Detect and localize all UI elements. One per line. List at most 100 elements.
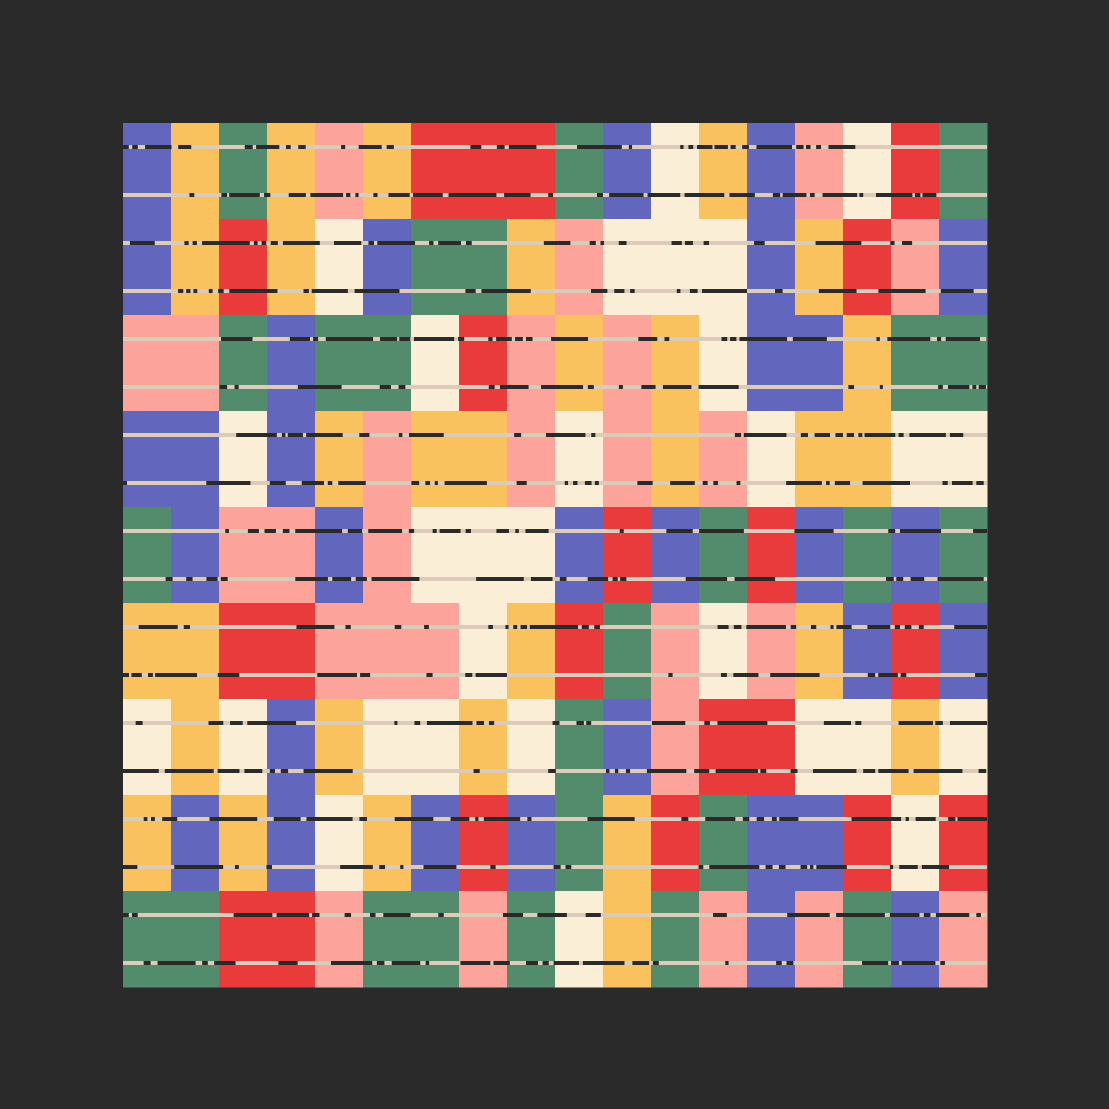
- thread-dash: [162, 817, 178, 821]
- thread-dash: [379, 385, 391, 389]
- thread-dash: [229, 289, 278, 293]
- thread-dash: [516, 481, 527, 485]
- thread-dash: [949, 721, 987, 725]
- thread-dash: [812, 769, 857, 773]
- thread-dash: [935, 913, 970, 917]
- thread-dash: [208, 721, 224, 725]
- thread-dash: [425, 961, 430, 965]
- thread-dash: [340, 865, 373, 869]
- thread-dash: [496, 145, 505, 149]
- thread-dash: [123, 673, 130, 677]
- thread-dash: [775, 289, 783, 293]
- thread-dash: [809, 193, 815, 197]
- thread-dash: [229, 193, 260, 197]
- thread-dash: [209, 817, 258, 821]
- thread-dash: [465, 241, 472, 245]
- thread-dash: [577, 145, 622, 149]
- thread-dash: [810, 865, 814, 869]
- thread-dash: [444, 481, 487, 485]
- thread-dash: [786, 961, 794, 965]
- thread-dash: [864, 433, 896, 437]
- thread-dash: [862, 481, 910, 485]
- thread-dash: [186, 577, 193, 581]
- thread-dash: [814, 433, 830, 437]
- thread-dash: [620, 577, 627, 581]
- thread-dash: [936, 337, 942, 341]
- thread-dash: [496, 529, 509, 533]
- thread-dash: [697, 145, 713, 149]
- thread-dash: [439, 529, 461, 533]
- thread-dash: [975, 673, 987, 677]
- thread-dash: [220, 577, 228, 581]
- thread-dash: [476, 577, 524, 581]
- thread-dash: [465, 289, 476, 293]
- thread-dash: [552, 721, 560, 725]
- thread-dash: [596, 193, 603, 197]
- thread-dash: [822, 193, 858, 197]
- thread-dash: [289, 337, 311, 341]
- thread-dash: [896, 577, 904, 581]
- thread-dash: [429, 241, 434, 245]
- thread-dash: [698, 865, 704, 869]
- thread-dash: [614, 769, 619, 773]
- thread-dash: [625, 769, 631, 773]
- thread-dash: [553, 961, 579, 965]
- thread-dash: [312, 913, 320, 917]
- thread-dash: [641, 385, 656, 389]
- thread-dash: [858, 433, 863, 437]
- thread-dash: [790, 769, 798, 773]
- thread-dash: [261, 241, 267, 245]
- thread-dash: [123, 769, 159, 773]
- thread-dash: [217, 673, 240, 677]
- thread-dash: [587, 817, 635, 821]
- thread-dash: [325, 337, 374, 341]
- thread-dash: [295, 577, 328, 581]
- thread-dash: [135, 721, 143, 725]
- thread-dash: [543, 241, 571, 245]
- thread: [123, 577, 987, 581]
- thread-dash: [247, 529, 259, 533]
- thread-dash: [734, 577, 776, 581]
- thread-dash: [208, 289, 213, 293]
- thread-dash: [344, 913, 352, 917]
- thread-dash: [481, 289, 531, 293]
- thread-dash: [702, 481, 708, 485]
- thread-dash: [589, 241, 596, 245]
- thread-dash: [373, 193, 378, 197]
- thread-dash: [938, 385, 943, 389]
- thread-dash: [816, 865, 847, 869]
- thread-dash: [483, 817, 521, 821]
- thread-dash: [317, 673, 357, 677]
- thread-dash: [637, 481, 653, 485]
- thread-dash: [948, 817, 956, 821]
- thread-dash: [618, 241, 627, 245]
- thread-dash: [828, 145, 856, 149]
- thread-dash: [525, 961, 538, 965]
- thread-dash: [730, 145, 736, 149]
- thread-dash: [515, 529, 519, 533]
- thread-dash: [584, 481, 592, 485]
- thread-dash: [792, 337, 827, 341]
- thread-dash: [448, 193, 497, 197]
- thread-dash: [714, 145, 728, 149]
- thread-dash: [954, 625, 987, 629]
- thread-dash: [905, 817, 909, 821]
- thread-dash: [863, 769, 876, 773]
- thread-dash: [383, 913, 411, 917]
- thread-dash: [525, 529, 549, 533]
- thread-dash: [765, 865, 773, 869]
- thread-dash: [138, 625, 178, 629]
- thread-dash: [475, 817, 479, 821]
- thread-dash: [488, 385, 495, 389]
- thread-dash: [306, 433, 343, 437]
- thread-dash: [702, 289, 747, 293]
- thread-dash: [287, 433, 303, 437]
- thread-dash: [206, 577, 218, 581]
- thread-dash: [581, 625, 589, 629]
- thread-dash: [296, 625, 335, 629]
- thread-dash: [746, 625, 786, 629]
- thread-dash: [123, 481, 128, 485]
- thread-dash: [434, 481, 438, 485]
- thread-dash: [230, 721, 243, 725]
- thread-dash: [666, 529, 693, 533]
